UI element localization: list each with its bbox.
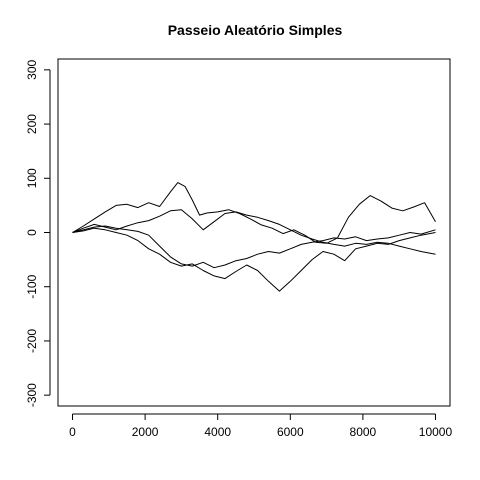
- series-line-3: [72, 225, 436, 269]
- y-tick-label: 300: [25, 60, 39, 80]
- y-axis: -300 -200 -100 0 100 200 300: [25, 60, 51, 407]
- x-axis: 0 2000 4000 6000 8000 10000: [69, 413, 453, 439]
- y-tick-label: 200: [25, 114, 39, 134]
- x-tick-label: 0: [69, 425, 76, 439]
- x-tick-label: 10000: [419, 425, 453, 439]
- y-tick-label: -300: [25, 383, 39, 407]
- y-tick-label: 0: [25, 229, 39, 236]
- series-line-4: [72, 227, 436, 292]
- plot-frame: [57, 58, 451, 407]
- series-line-2: [72, 209, 436, 255]
- y-tick-label: -100: [25, 274, 39, 298]
- x-tick-label: 2000: [132, 425, 159, 439]
- x-tick-label: 4000: [204, 425, 231, 439]
- series-line-1: [72, 182, 436, 244]
- x-tick-label: 8000: [350, 425, 377, 439]
- x-tick-label: 6000: [277, 425, 304, 439]
- y-tick-label: -200: [25, 329, 39, 353]
- y-tick-label: 100: [25, 168, 39, 188]
- chart-title: Passeio Aleatório Simples: [168, 22, 343, 38]
- series-layer: [72, 182, 436, 292]
